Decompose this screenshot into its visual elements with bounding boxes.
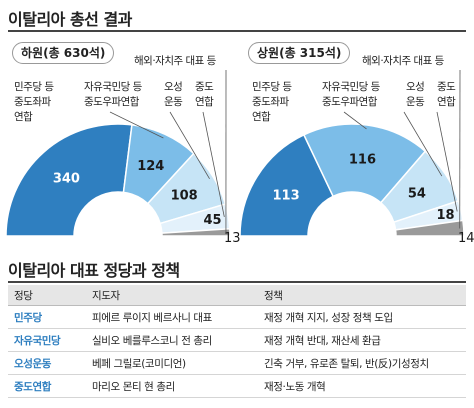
upper-slice-right-coalition <box>302 123 427 204</box>
page-title: 이탈리아 총선 결과 <box>8 10 132 29</box>
upper-value-five-star: 54 <box>408 187 426 202</box>
upper-value-right-coalition: 116 <box>349 153 376 168</box>
upper-label-overseas: 해외·자치주 대표 등 <box>362 55 444 67</box>
table-row: 자유국민당 실비오 베를루스코니 전 총리 재정 개혁 반대, 재산세 환급 <box>8 328 466 352</box>
table-header-row: 정당 지도자 정책 <box>8 285 466 306</box>
lower-value-right-coalition: 124 <box>137 159 164 174</box>
party-name: 민주당 <box>8 305 86 329</box>
section-title-parties: 이탈리아 대표 정당과 정책 <box>8 261 180 280</box>
lower-label-five-star: 오성 운동 <box>164 81 183 108</box>
upper-label-five-star: 오성 운동 <box>406 81 425 108</box>
upper-label-left-coalition: 민주당 등 중도좌파 연합 <box>252 81 292 123</box>
party-name: 오성운동 <box>8 351 86 375</box>
party-policy: 재정·노동 개혁 <box>258 374 466 398</box>
party-leader: 마리오 몬티 현 총리 <box>86 374 258 398</box>
upper-value-overseas: 14 <box>458 231 474 246</box>
lower-label-overseas: 해외·자치주 대표 등 <box>134 55 216 67</box>
upper-leader-centrist <box>436 111 458 212</box>
upper-leader-right-coalition <box>343 111 367 130</box>
header-leader: 지도자 <box>86 285 258 306</box>
lower-slice-left-coalition <box>5 123 133 237</box>
party-leader: 베페 그릴로(코미디언) <box>86 351 258 375</box>
lower-slice-overseas <box>161 227 231 237</box>
upper-slice-overseas <box>394 219 465 237</box>
section-rule <box>8 281 466 283</box>
table-row: 오성운동 베페 그릴로(코미디언) 긴축 거부, 유로존 탈퇴, 반(反)기성정… <box>8 351 466 375</box>
table-row: 민주당 피에르 루이지 베르사니 대표 재정 개혁 지지, 성장 정책 도입 <box>8 305 466 329</box>
party-policy-table: 정당 지도자 정책 민주당 피에르 루이지 베르사니 대표 재정 개혁 지지, … <box>8 285 466 398</box>
lower-leader-centrist <box>202 111 225 218</box>
upper-value-centrist: 18 <box>436 208 454 223</box>
title-rule <box>8 30 466 32</box>
upper-label-centrist: 중도 연합 <box>437 81 456 108</box>
lower-value-five-star: 108 <box>171 189 198 204</box>
header-policy: 정책 <box>258 285 466 306</box>
table-row: 중도연합 마리오 몬티 현 총리 재정·노동 개혁 <box>8 374 466 398</box>
lower-label-right-coalition: 자유국민당 등 중도우파연합 <box>84 81 142 108</box>
lower-leader-right-coalition <box>109 111 164 139</box>
upper-slice-left-coalition <box>239 133 335 237</box>
lower-leader-five-star <box>169 111 210 179</box>
lower-label-left-coalition: 민주당 등 중도좌파 연합 <box>14 81 54 123</box>
lower-value-left-coalition: 340 <box>53 172 80 187</box>
lower-house-label: 하원(총 630석) <box>12 42 115 64</box>
party-policy: 재정 개혁 지지, 성장 정책 도입 <box>258 305 466 329</box>
party-policy: 긴축 거부, 유로존 탈퇴, 반(反)기성정치 <box>258 351 466 375</box>
party-leader: 실비오 베를루스코니 전 총리 <box>86 328 258 352</box>
party-name: 중도연합 <box>8 374 86 398</box>
upper-leader-five-star <box>403 111 443 177</box>
upper-label-right-coalition: 자유국민당 등 중도우파연합 <box>322 81 380 108</box>
lower-label-centrist: 중도 연합 <box>195 81 214 108</box>
party-name: 자유국민당 <box>8 328 86 352</box>
lower-value-centrist: 45 <box>203 213 221 228</box>
party-leader: 피에르 루이지 베르사니 대표 <box>86 305 258 329</box>
party-policy: 재정 개혁 반대, 재산세 환급 <box>258 328 466 352</box>
lower-value-overseas: 13 <box>224 231 241 246</box>
upper-house-label: 상원(총 315석) <box>248 42 351 64</box>
header-party: 정당 <box>8 285 86 306</box>
upper-value-left-coalition: 113 <box>272 188 299 203</box>
